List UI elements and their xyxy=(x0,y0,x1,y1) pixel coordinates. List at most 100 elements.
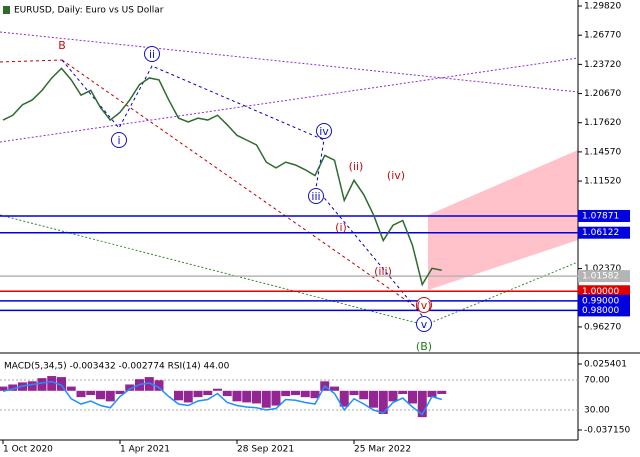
histogram-bar xyxy=(183,390,193,403)
histogram-bar xyxy=(105,390,115,402)
histogram-bar xyxy=(154,380,164,391)
histogram-bar xyxy=(222,390,232,397)
histogram-bar xyxy=(300,390,310,398)
histogram-bar xyxy=(339,390,349,407)
histogram-bar xyxy=(369,390,378,408)
histogram-bar xyxy=(388,390,398,402)
histogram-bar xyxy=(37,378,47,391)
trend-line xyxy=(0,57,579,143)
wave-label: iii xyxy=(311,190,320,203)
wave-label: B xyxy=(58,39,66,52)
histogram-bar xyxy=(8,384,18,391)
histogram-bar xyxy=(437,390,447,394)
wave-label: (iv) xyxy=(387,169,405,182)
wave-label: ii xyxy=(149,48,155,61)
histogram-bar xyxy=(281,390,291,397)
histogram-bar xyxy=(417,390,427,418)
histogram-bar xyxy=(66,386,76,391)
y-tick-label: 1.26770 xyxy=(584,31,621,41)
y-tick-label: 1.11520 xyxy=(584,177,621,187)
y-tick-label: 1.17620 xyxy=(584,118,621,128)
trend-line xyxy=(0,31,579,93)
histogram-bar xyxy=(96,390,105,400)
wave-circle xyxy=(144,46,160,62)
y-tick-label: 1.14570 xyxy=(584,147,621,157)
wave-path xyxy=(61,59,425,319)
histogram-bar xyxy=(57,377,66,391)
trend-line xyxy=(0,59,63,63)
y-tick-label: 0.96270 xyxy=(584,322,621,332)
y-tick-label: 1.23720 xyxy=(584,60,621,70)
histogram-bar xyxy=(330,386,339,391)
histogram-bar xyxy=(0,386,8,391)
histogram-bar xyxy=(242,390,252,403)
trend-line xyxy=(61,59,421,311)
wave-circle xyxy=(316,123,332,139)
y2-tick-label: 70.00 xyxy=(584,376,610,386)
wave-label: iv xyxy=(319,125,329,138)
level-label-box xyxy=(578,209,630,222)
level-label-box xyxy=(578,270,630,283)
x-tick-label: 1 Oct 2020 xyxy=(3,445,53,455)
histogram-bar xyxy=(47,376,57,391)
wave-label: (B) xyxy=(416,340,432,353)
histogram-bar xyxy=(427,390,437,398)
x-tick-label: 1 Apr 2021 xyxy=(120,445,170,455)
histogram-bar xyxy=(261,390,271,408)
histogram-bar xyxy=(291,390,300,396)
wave-label: (iii) xyxy=(374,265,392,278)
histogram-bar xyxy=(408,390,417,404)
histogram-bar xyxy=(310,390,320,399)
level-label: 0.99000 xyxy=(582,296,619,306)
title-icon xyxy=(3,6,10,14)
x-tick-label: 25 Mar 2022 xyxy=(354,445,411,455)
wave-label: (v) xyxy=(416,299,431,312)
level-label: 1.01582 xyxy=(582,272,619,282)
wave-circle xyxy=(416,297,432,313)
y-tick-label: -0.037150 xyxy=(584,426,630,436)
wave-label: v xyxy=(421,318,428,331)
histogram-bar xyxy=(174,390,183,401)
y-tick-label: 0.025401 xyxy=(584,359,627,369)
histogram-bar xyxy=(27,381,37,391)
level-label-box xyxy=(578,285,630,298)
wave-circle xyxy=(308,188,324,204)
histogram-bar xyxy=(115,390,125,394)
histogram-bar xyxy=(252,390,261,404)
level-label: 1.00000 xyxy=(582,287,619,297)
wave-label: (ii) xyxy=(349,160,364,173)
histogram-bar xyxy=(398,390,408,394)
target-channel xyxy=(428,150,578,290)
y-tick-label: 1.29820 xyxy=(584,2,621,12)
histogram-bar xyxy=(213,388,222,391)
level-label-box xyxy=(578,226,630,239)
level-label-box xyxy=(578,294,630,307)
rsi-line xyxy=(2,380,442,416)
trend-line xyxy=(0,214,579,326)
histogram-bar xyxy=(378,390,388,415)
histogram-bar xyxy=(232,390,242,402)
y-tick-label: 1.02370 xyxy=(584,264,621,274)
histogram-bar xyxy=(76,390,86,398)
wave-label: (i) xyxy=(335,221,347,234)
x-tick-label: 28 Sep 2021 xyxy=(237,445,294,455)
chart-title: EURUSD, Daily: Euro vs US Dollar xyxy=(14,6,164,16)
wave-circle xyxy=(111,132,127,148)
level-label: 0.98000 xyxy=(582,306,619,316)
price-line xyxy=(2,67,442,287)
histogram-bar xyxy=(271,390,281,406)
wave-label: i xyxy=(117,134,120,147)
histogram-bar xyxy=(349,390,359,396)
level-label-box xyxy=(578,304,630,317)
level-label: 1.06122 xyxy=(582,228,619,238)
y2-tick-label: 30.00 xyxy=(584,406,610,416)
histogram-bar xyxy=(203,390,213,396)
histogram-bar xyxy=(193,390,203,398)
level-label: 1.07871 xyxy=(582,211,619,221)
y-tick-label: 1.20670 xyxy=(584,89,621,99)
histogram-bar xyxy=(86,390,96,396)
wave-circle xyxy=(416,316,432,332)
histogram-bar xyxy=(144,377,154,391)
indicator-title: MACD(5,34,5) -0.003432 -0.002774 RSI(14)… xyxy=(4,362,230,372)
